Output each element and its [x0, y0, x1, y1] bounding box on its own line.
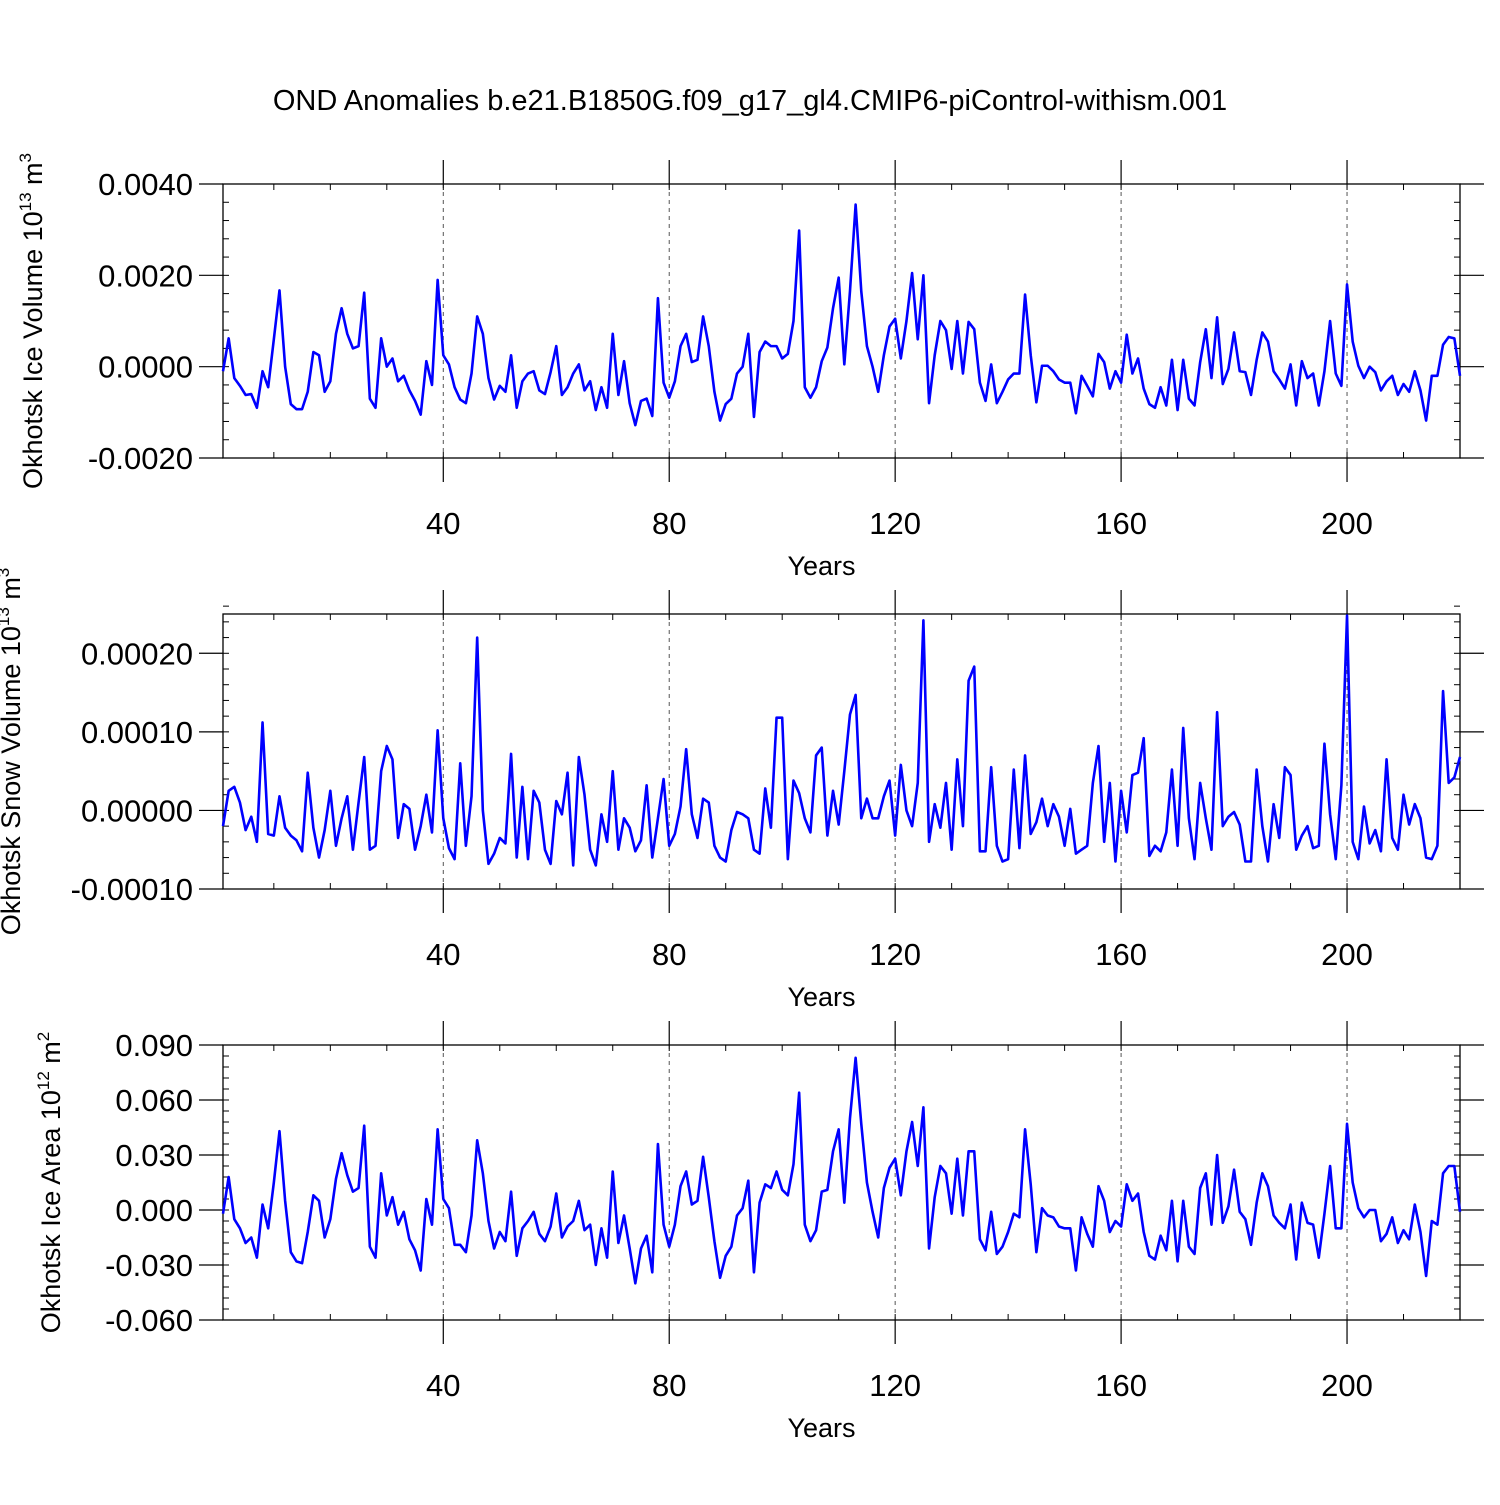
x-tick-label: 160 — [1095, 1368, 1147, 1403]
x-tick-label: 80 — [652, 506, 686, 541]
y-axis-label: Okhotsk Snow Volume 1013 m3 — [0, 568, 26, 936]
x-tick-label: 120 — [869, 1368, 921, 1403]
y-tick-label: 0.0000 — [98, 350, 193, 385]
plot-frame — [222, 1044, 1461, 1321]
y-axis-label-part: 3 — [16, 153, 35, 162]
y-axis-label-part: m — [36, 1041, 66, 1071]
y-axis-label-part: 12 — [34, 1071, 53, 1090]
panel-1: -0.0020 0.0000 0.0020 0.0040 40 80 120 160 200 Ye… — [16, 153, 1484, 581]
y-tick-label: 0.060 — [115, 1083, 193, 1118]
series-line — [221, 614, 1462, 867]
x-tick-label: 40 — [426, 1368, 460, 1403]
y-axis-label-part: m — [18, 162, 48, 192]
y-axis-label-part: Okhotsk Ice Volume 10 — [18, 211, 48, 489]
figure-title: OND Anomalies b.e21.B1850G.f09_g17_gl4.C… — [273, 85, 1227, 117]
x-tick-label: 200 — [1321, 506, 1373, 541]
y-tick-label: 0.000 — [115, 1193, 193, 1228]
y-axis-label-part: 3 — [0, 568, 13, 577]
y-tick-label: 0.030 — [115, 1138, 193, 1173]
x-tick-label: 120 — [869, 937, 921, 972]
x-tick-label: 160 — [1095, 506, 1147, 541]
y-tick-label: 0.090 — [115, 1028, 193, 1063]
y-axis-label-part: 13 — [0, 607, 13, 626]
y-axis-label-part: Okhotsk Snow Volume 10 — [0, 626, 26, 935]
x-axis-label: Years — [787, 982, 855, 1012]
y-tick-label: 0.00000 — [81, 793, 193, 828]
y-axis-label: Okhotsk Ice Area 1012 m2 — [34, 1032, 66, 1334]
y-tick-label: -0.030 — [105, 1248, 193, 1283]
y-axis-label-part: 13 — [16, 192, 35, 211]
y-tick-label: 0.00010 — [81, 715, 193, 750]
panel-2: -0.00010 0.00000 0.00010 0.00020 40 80 120 160 2… — [0, 568, 1484, 1012]
y-axis-label-part: m — [0, 577, 26, 607]
x-tick-label: 200 — [1321, 937, 1373, 972]
series-line — [221, 203, 1462, 427]
x-tick-label: 120 — [869, 506, 921, 541]
x-tick-label: 40 — [426, 937, 460, 972]
x-tick-label: 80 — [652, 937, 686, 972]
y-tick-label: -0.00010 — [71, 872, 193, 907]
y-axis-label-part: Okhotsk Ice Area 10 — [36, 1090, 66, 1333]
y-tick-label: -0.0020 — [88, 441, 193, 476]
x-axis-label: Years — [787, 1413, 855, 1443]
x-tick-label: 160 — [1095, 937, 1147, 972]
y-tick-label: -0.060 — [105, 1303, 193, 1338]
y-axis-label: Okhotsk Ice Volume 1013 m3 — [16, 153, 48, 489]
panel-3: -0.060 -0.030 0.000 0.030 0.060 0.090 40 80 120 1… — [34, 1021, 1484, 1443]
panels: -0.0020 0.0000 0.0020 0.0040 40 80 120 160 200 Ye… — [0, 153, 1484, 1443]
y-tick-label: 0.0040 — [98, 167, 193, 202]
y-tick-label: 0.0020 — [98, 258, 193, 293]
plot-frame — [222, 183, 1461, 459]
x-tick-label: 40 — [426, 506, 460, 541]
y-axis-label-part: 2 — [34, 1032, 53, 1041]
x-tick-label: 80 — [652, 1368, 686, 1403]
y-tick-label: 0.00020 — [81, 636, 193, 671]
x-tick-label: 200 — [1321, 1368, 1373, 1403]
plot-frame — [222, 613, 1461, 890]
series-line — [221, 1056, 1462, 1285]
x-axis-label: Years — [787, 551, 855, 581]
